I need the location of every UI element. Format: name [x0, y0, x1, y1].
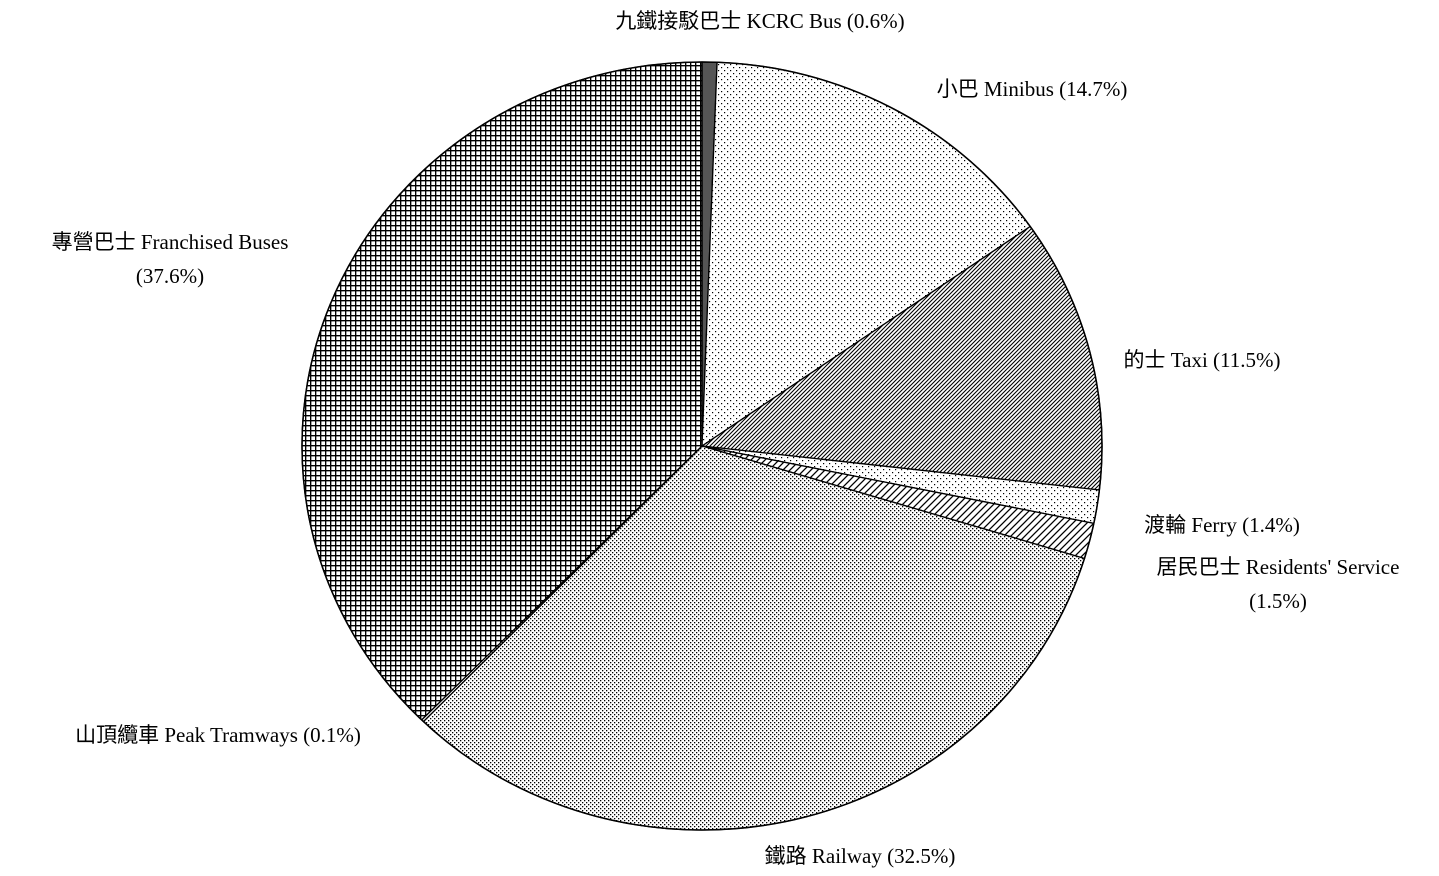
slice-label-minibus: 小巴 Minibus (14.7%)	[937, 77, 1128, 101]
slice-label-railway: 鐵路 Railway (32.5%)	[765, 844, 956, 868]
slice-label-taxi: 的士 Taxi (11.5%)	[1124, 348, 1281, 372]
pie-slices	[301, 61, 1103, 831]
pie-labels: 九鐵接駁巴士 KCRC Bus (0.6%) 小巴 Minibus (14.7%)…	[52, 9, 1400, 868]
slice-label-peak-tramways: 山頂纜車 Peak Tramways (0.1%)	[75, 723, 361, 747]
slice-label-ferry: 渡輪 Ferry (1.4%)	[1144, 513, 1300, 537]
pie-outline	[301, 61, 1103, 831]
slice-label-kcrc-bus: 九鐵接駁巴士 KCRC Bus (0.6%)	[615, 9, 904, 33]
slice-label-residents-service: 居民巴士 Residents' Service (1.5%)	[1157, 555, 1400, 613]
slice-label-franchised-buses: 專營巴士 Franchised Buses (37.6%)	[52, 230, 289, 288]
